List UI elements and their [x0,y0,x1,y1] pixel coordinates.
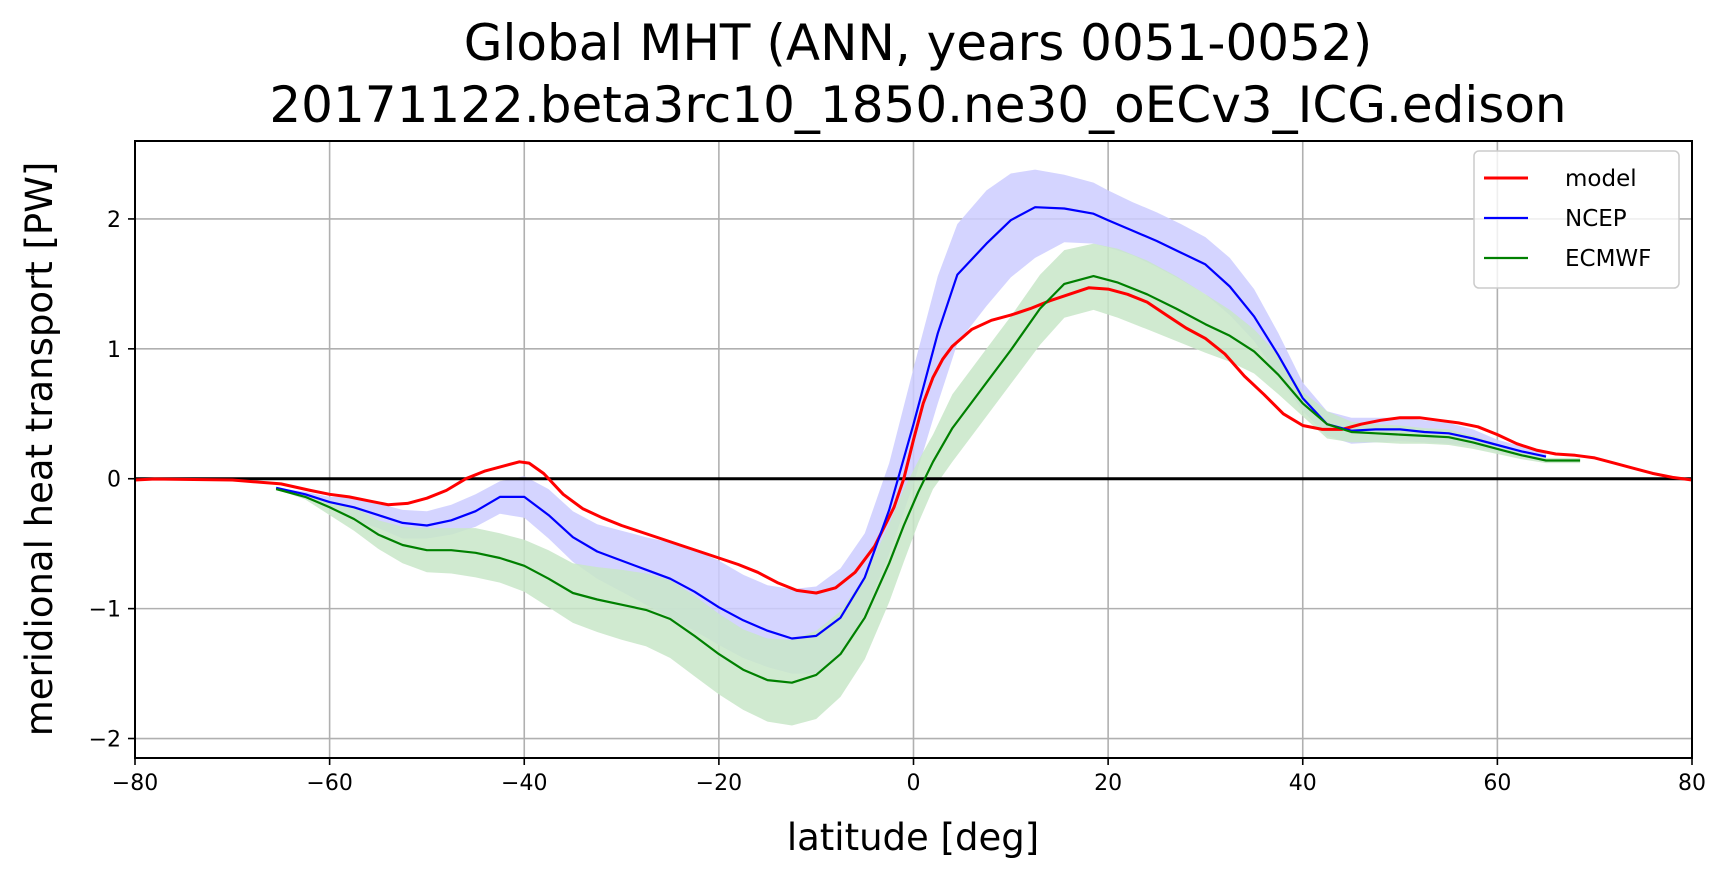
series-lines [134,206,1693,684]
ecmwf-uncertainty-band [276,243,1581,726]
y-tick-label: 0 [107,468,121,493]
x-tick-label: −80 [112,771,158,796]
legend-label-ecmwf: ECMWF [1565,246,1651,272]
x-tick-label: −60 [306,771,352,796]
x-axis-label: latitude [deg] [787,816,1039,859]
legend-label-model: model [1565,166,1637,192]
title-block: Global MHT (ANN, years 0051-0052) 201711… [269,14,1566,134]
y-tick-label: 1 [107,338,121,363]
x-tick-label: 40 [1289,771,1317,796]
ncep-uncertainty-band [276,169,1547,674]
y-axis-label: meridional heat transport [PW] [18,162,61,737]
model-series-line [134,286,1693,595]
chart-title: Global MHT (ANN, years 0051-0052) [464,14,1372,72]
legend-label-ncep: NCEP [1565,206,1627,232]
axis-ticks: −80 −60 −40 −20 0 20 40 60 80 −2 −1 0 1 2 [89,208,1706,796]
x-tick-label: −20 [696,771,742,796]
x-tick-label: −40 [501,771,547,796]
x-tick-label: 0 [907,771,921,796]
x-tick-label: 20 [1094,771,1122,796]
x-tick-label: 80 [1678,771,1706,796]
x-tick-label: 60 [1483,771,1511,796]
uncertainty-bands [276,169,1581,726]
chart-subtitle: 20171122.beta3rc10_1850.ne30_oECv3_ICG.e… [269,76,1566,134]
ecmwf-series-line [275,275,1581,684]
legend: model NCEP ECMWF [1473,150,1680,289]
y-tick-label: −2 [89,728,121,753]
legend-box [1473,150,1680,289]
y-tick-label: −1 [89,598,121,623]
y-tick-label: 2 [107,208,121,233]
